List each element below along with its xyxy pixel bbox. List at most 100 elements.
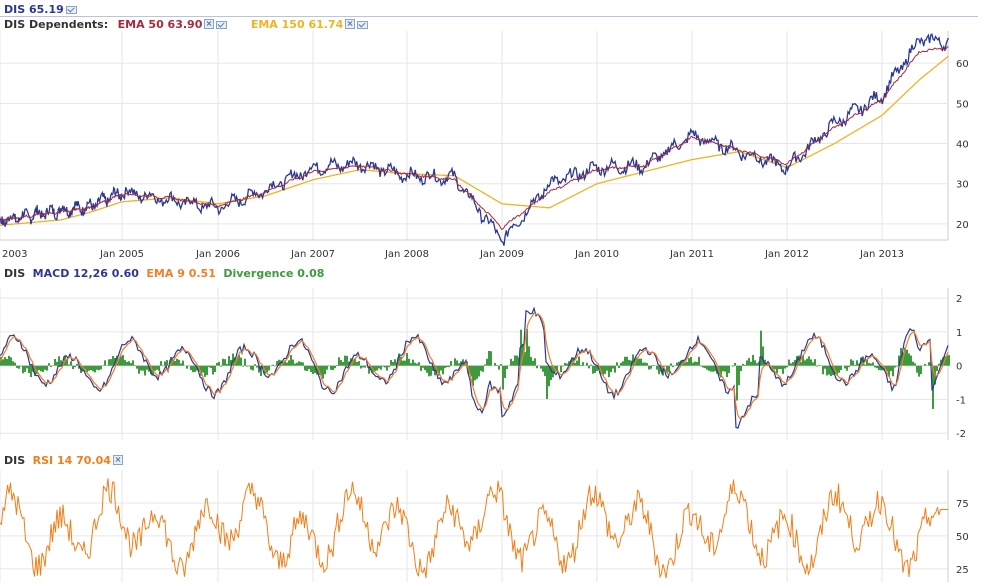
divergence-bar bbox=[110, 359, 112, 366]
divergence-bar bbox=[756, 363, 758, 366]
y-tick-label: 2 bbox=[956, 294, 962, 305]
divergence-bar bbox=[556, 365, 558, 372]
divergence-bar bbox=[576, 360, 578, 366]
divergence-bar bbox=[734, 362, 736, 366]
divergence-bar bbox=[294, 363, 296, 366]
divergence-bar bbox=[648, 365, 650, 370]
email-icon[interactable] bbox=[65, 6, 77, 14]
divergence-bar bbox=[864, 364, 866, 366]
divergence-bar bbox=[412, 359, 414, 366]
y-tick-label: 30 bbox=[956, 180, 969, 191]
divergence-bar bbox=[728, 365, 730, 374]
divergence-bar bbox=[298, 361, 300, 366]
divergence-bar bbox=[560, 365, 562, 373]
x-tick-label: Jan 2013 bbox=[859, 249, 904, 260]
y-tick-label: -2 bbox=[956, 429, 966, 440]
divergence-bar bbox=[550, 365, 552, 381]
divergence-bar bbox=[586, 362, 588, 366]
divergence-bar bbox=[290, 355, 292, 366]
divergence-bar bbox=[92, 365, 94, 372]
divergence-bar bbox=[802, 355, 804, 366]
divergence-bar bbox=[448, 365, 450, 368]
email-icon[interactable] bbox=[216, 21, 228, 29]
divergence-bar bbox=[112, 355, 114, 366]
divergence-bar bbox=[170, 356, 172, 366]
email-icon[interactable] bbox=[357, 21, 369, 29]
divergence-bar bbox=[488, 350, 490, 366]
divergence-bar bbox=[390, 360, 392, 366]
divergence-bar bbox=[446, 365, 448, 368]
divergence-bar bbox=[38, 365, 40, 371]
divergence-bar bbox=[602, 365, 604, 376]
divergence-bar bbox=[206, 365, 208, 376]
divergence-bar bbox=[888, 365, 890, 377]
divergence-bar bbox=[892, 365, 894, 377]
divergence-bar bbox=[338, 357, 340, 366]
divergence-bar bbox=[782, 365, 784, 374]
divergence-bar bbox=[590, 364, 592, 366]
divergence-bar bbox=[516, 355, 518, 366]
remove-icon[interactable] bbox=[112, 455, 123, 465]
divergence-bar bbox=[476, 365, 478, 379]
divergence-bar bbox=[794, 359, 796, 366]
divergence-bar bbox=[896, 365, 898, 367]
divergence-bar bbox=[548, 365, 550, 387]
divergence-bar bbox=[108, 359, 110, 366]
divergence-bar bbox=[86, 365, 88, 373]
x-tick-label: Jan 2005 bbox=[99, 249, 144, 260]
divergence-bar bbox=[890, 365, 892, 372]
divergence-bar bbox=[732, 365, 734, 367]
divergence-bar bbox=[258, 365, 260, 373]
divergence-bar bbox=[126, 361, 128, 366]
divergence-bar bbox=[122, 355, 124, 366]
divergence-bar bbox=[394, 359, 396, 366]
divergence-bar bbox=[22, 365, 24, 374]
divergence-bar bbox=[24, 365, 26, 372]
divergence-bar bbox=[88, 365, 90, 371]
divergence-bar bbox=[854, 364, 856, 366]
divergence-bar bbox=[424, 365, 426, 371]
divergence-bar bbox=[42, 365, 44, 372]
divergence-bar bbox=[504, 365, 506, 378]
divergence-bar bbox=[118, 358, 120, 366]
divergence-bar bbox=[636, 357, 638, 366]
divergence-bar bbox=[540, 365, 542, 369]
divergence-bar bbox=[386, 365, 388, 371]
divergence-bar bbox=[340, 360, 342, 366]
remove-icon[interactable] bbox=[204, 19, 215, 29]
divergence-bar bbox=[454, 358, 456, 366]
divergence-bar bbox=[16, 365, 18, 368]
divergence-bar bbox=[512, 361, 514, 366]
divergence-bar bbox=[130, 363, 132, 366]
divergence-bar bbox=[568, 361, 570, 366]
divergence-bar bbox=[916, 365, 918, 373]
divergence-bar bbox=[840, 365, 842, 371]
divergence-bar bbox=[942, 357, 944, 366]
remove-icon[interactable] bbox=[345, 19, 356, 29]
divergence-bar bbox=[762, 346, 764, 366]
header-divider bbox=[0, 16, 978, 17]
divergence-bar bbox=[150, 365, 152, 375]
x-tick-label: Jan 2010 bbox=[574, 249, 619, 260]
divergence-bar bbox=[624, 356, 626, 366]
divergence-bar bbox=[296, 362, 298, 366]
divergence-bar bbox=[644, 362, 646, 366]
divergence-bar bbox=[672, 365, 674, 368]
divergence-bar bbox=[360, 365, 362, 369]
divergence-bar bbox=[210, 365, 212, 368]
divergence-bar bbox=[98, 365, 100, 371]
divergence-bar bbox=[566, 363, 568, 366]
rsi-line bbox=[0, 478, 948, 579]
divergence-bar bbox=[946, 355, 948, 366]
divergence-bar bbox=[146, 365, 148, 370]
macd-label: MACD 12,26 0.60 bbox=[32, 267, 139, 280]
divergence-bar bbox=[458, 363, 460, 366]
divergence-bar bbox=[132, 360, 134, 366]
divergence-bar bbox=[936, 365, 938, 372]
divergence-bar bbox=[676, 362, 678, 366]
divergence-bar bbox=[178, 359, 180, 366]
divergence-bar bbox=[494, 363, 496, 366]
divergence-bar bbox=[50, 365, 52, 368]
divergence-bar bbox=[392, 361, 394, 366]
